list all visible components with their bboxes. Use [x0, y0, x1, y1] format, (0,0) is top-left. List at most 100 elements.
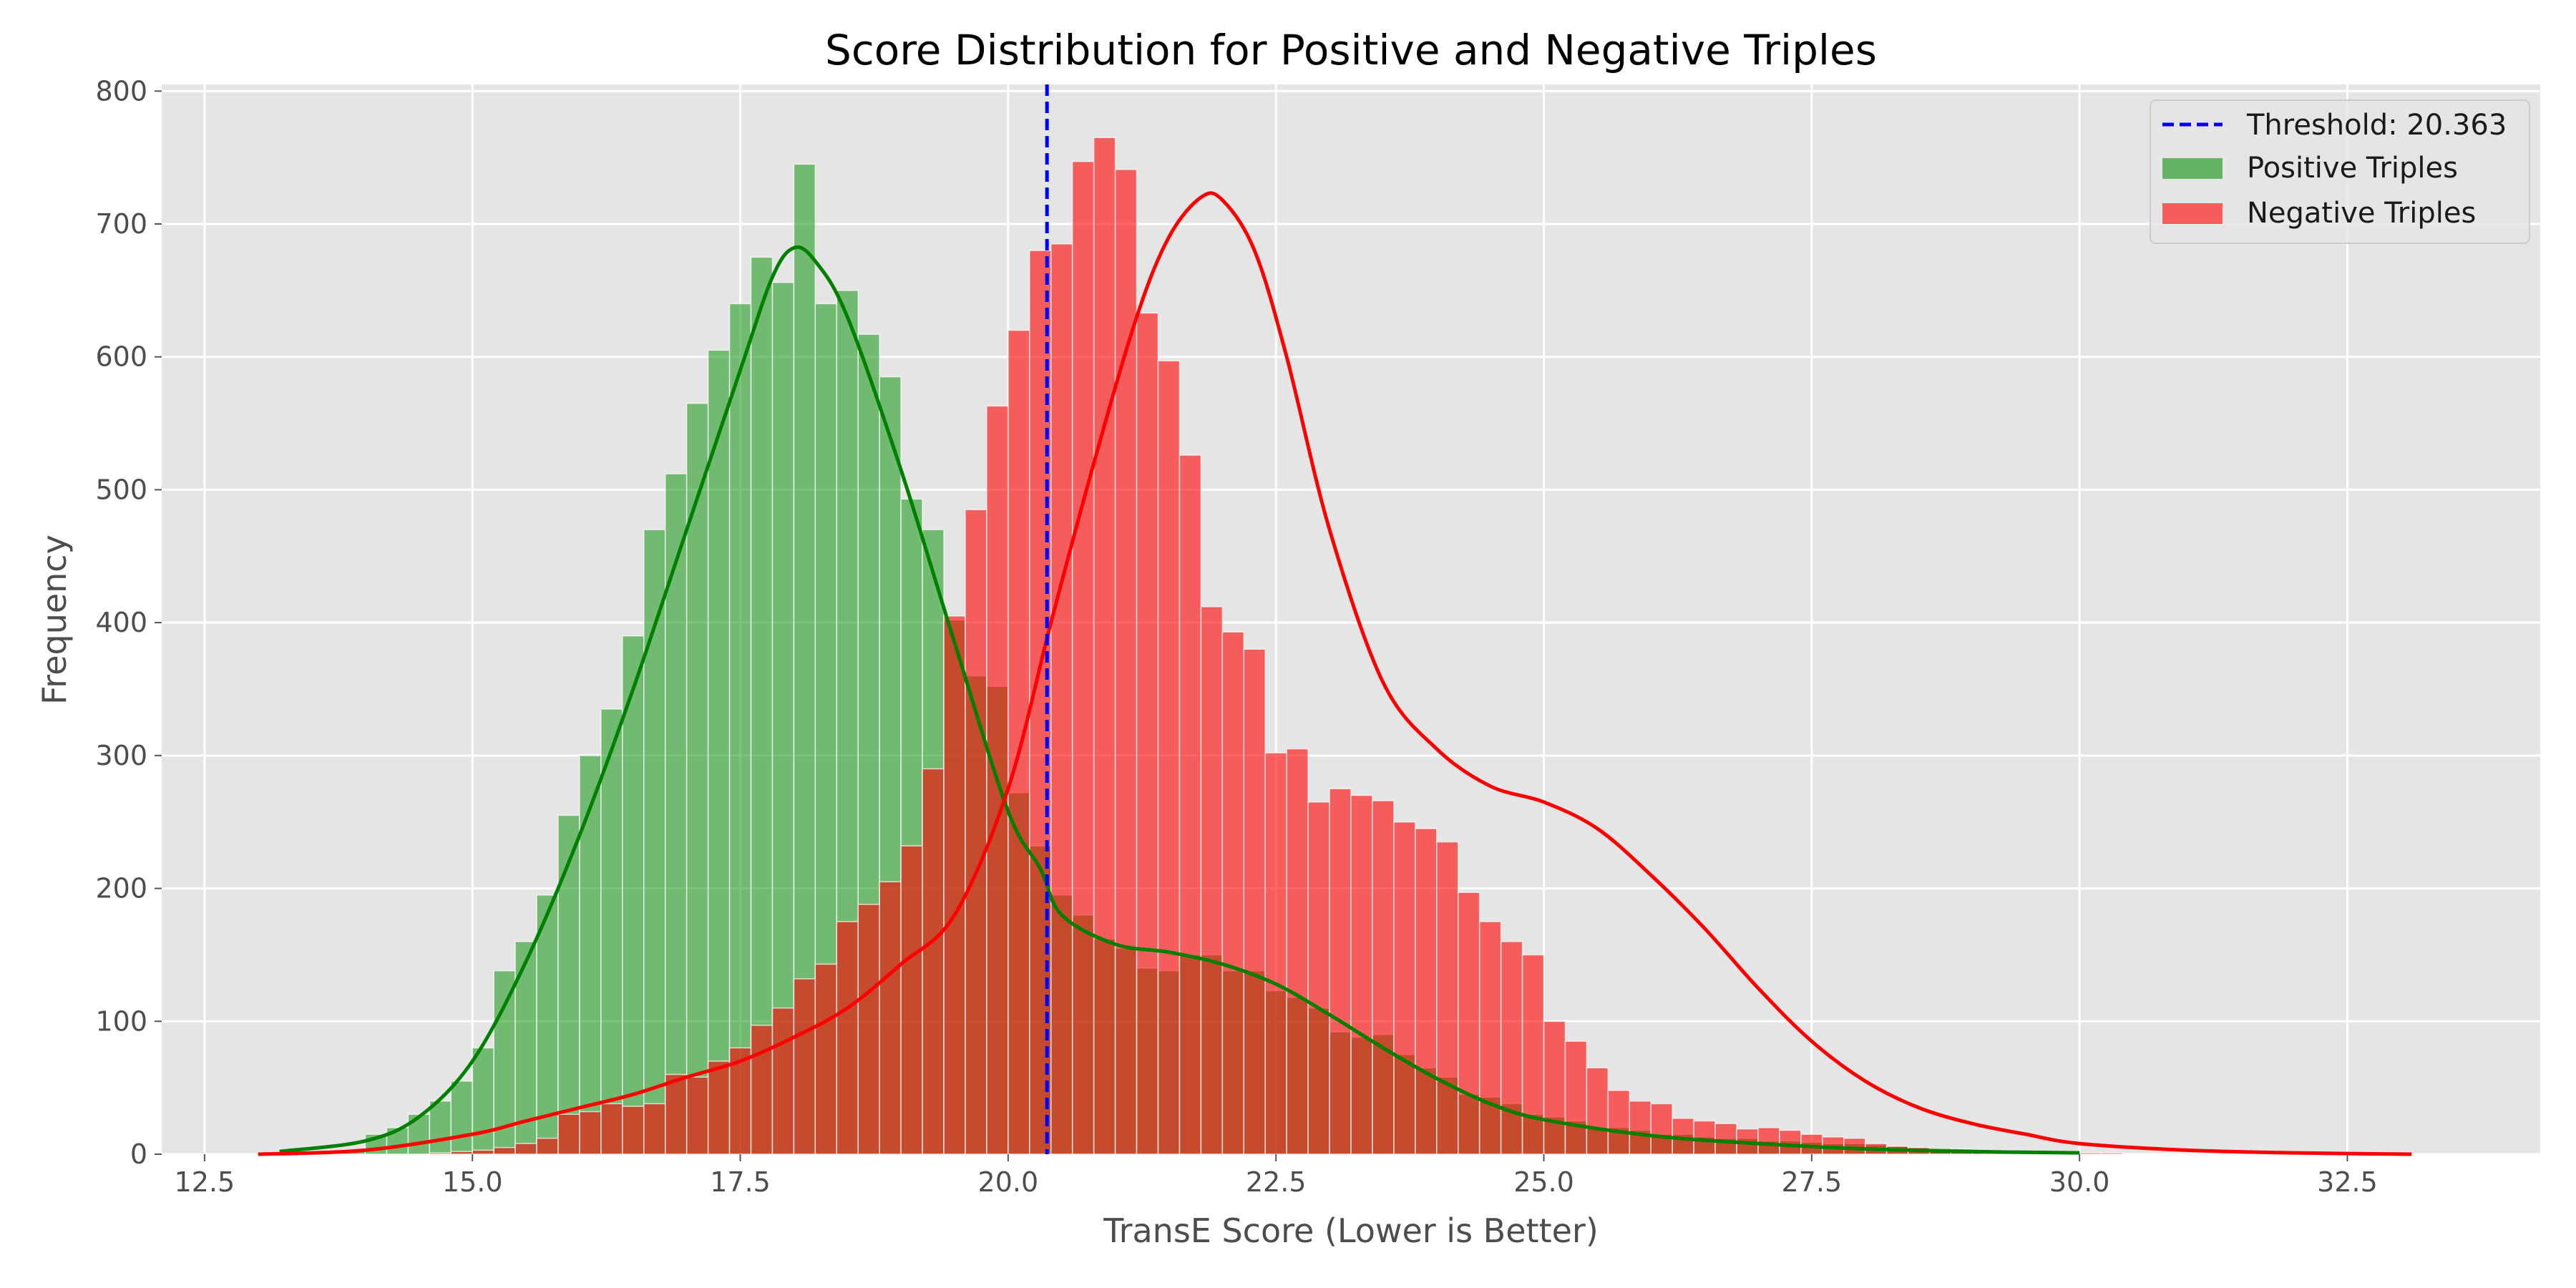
negative-bar — [2079, 1152, 2102, 1155]
positive-bar — [622, 635, 645, 1155]
positive-bar — [579, 755, 602, 1155]
negative-bar — [879, 881, 902, 1155]
negative-bar — [1478, 921, 1502, 1155]
negative-bar — [1521, 954, 1545, 1155]
negative-bar — [1179, 454, 1202, 1155]
positive-bar — [429, 1100, 452, 1155]
negative-bar — [579, 1111, 602, 1155]
y-tick-label: 800 — [95, 75, 147, 107]
negative-bar — [1372, 800, 1395, 1155]
negative-bar — [836, 921, 859, 1155]
y-axis-ticks: 0 100 200 300 400 500 600 700 800 — [95, 75, 162, 1170]
negative-bar — [1008, 329, 1030, 1155]
negative-bar — [900, 845, 923, 1155]
positive-bar — [643, 529, 666, 1155]
y-tick-label: 0 — [130, 1138, 147, 1170]
negative-bar — [493, 1146, 516, 1155]
y-tick-label: 100 — [95, 1005, 147, 1037]
negative-bar — [1093, 137, 1116, 1155]
negative-bar — [557, 1113, 580, 1155]
negative-bar — [814, 963, 838, 1155]
x-tick-label: 12.5 — [175, 1166, 235, 1198]
negative-bar — [1264, 752, 1287, 1155]
negative-bar — [1286, 748, 1309, 1155]
negative-bar — [922, 768, 945, 1155]
x-tick-label: 20.0 — [978, 1166, 1039, 1198]
negative-bar — [1629, 1100, 1652, 1155]
negative-bar — [1350, 794, 1373, 1155]
negative-bar — [1543, 1020, 1566, 1155]
negative-bar — [1607, 1090, 1631, 1155]
negative-bar — [1650, 1103, 1673, 1155]
y-tick-label: 500 — [95, 474, 147, 505]
negative-bar — [1415, 828, 1438, 1155]
negative-bar — [1329, 788, 1352, 1155]
x-axis-ticks: 12.5 15.0 17.5 20.0 22.5 25.0 27.5 30.0 32.5 — [175, 1154, 2378, 1198]
x-tick-label: 15.0 — [442, 1166, 503, 1198]
legend-negative-swatch — [2162, 203, 2223, 224]
negative-bar — [1457, 892, 1480, 1155]
y-tick-label: 700 — [95, 208, 147, 240]
chart-title: Score Distribution for Positive and Nega… — [825, 26, 1877, 74]
negative-bar — [622, 1106, 645, 1155]
negative-bar — [750, 1025, 774, 1155]
x-tick-label: 25.0 — [1513, 1166, 1574, 1198]
negative-bar — [1050, 243, 1073, 1155]
x-tick-label: 22.5 — [1246, 1166, 1307, 1198]
positive-bar — [664, 473, 688, 1155]
legend-negative-label: Negative Triples — [2247, 197, 2476, 230]
negative-bar — [707, 1060, 731, 1155]
negative-bar — [1564, 1040, 1588, 1155]
negative-bar — [1714, 1123, 1737, 1155]
positive-bar — [600, 708, 623, 1155]
negative-bar — [1500, 941, 1523, 1155]
negative-bar — [429, 1152, 452, 1155]
y-tick-label: 600 — [95, 341, 147, 373]
negative-bar — [1136, 312, 1159, 1155]
y-tick-label: 300 — [95, 740, 147, 771]
negative-bar — [600, 1103, 623, 1155]
positive-bar — [536, 894, 559, 1155]
kde-curves — [258, 191, 2412, 1156]
x-tick-label: 27.5 — [1782, 1166, 1843, 1198]
negative-bar — [643, 1103, 666, 1155]
positive-bar — [728, 303, 752, 1155]
negative-bar — [1843, 1137, 1866, 1155]
positive-bar — [707, 349, 731, 1155]
negative-bar — [1243, 648, 1266, 1155]
legend: Threshold: 20.363 Positive Triples Negat… — [2150, 99, 2530, 244]
legend-box — [2150, 99, 2530, 244]
negative-bar — [686, 1076, 709, 1155]
negative-bar — [1436, 841, 1459, 1155]
negative-bars — [429, 137, 2123, 1155]
positive-bar — [557, 814, 580, 1155]
negative-bar — [1693, 1120, 1716, 1155]
negative-bar — [536, 1137, 559, 1155]
negative-bar — [664, 1073, 688, 1155]
negative-bar — [793, 978, 816, 1155]
negative-bar — [2100, 1152, 2123, 1155]
negative-bar — [771, 1007, 795, 1155]
positive-kde-curve — [279, 245, 2080, 1155]
positive-bar — [750, 256, 774, 1155]
negative-bar — [1221, 631, 1245, 1155]
positive-bar — [450, 1080, 473, 1155]
positive-bar — [472, 1047, 494, 1155]
legend-positive-swatch — [2162, 158, 2223, 179]
x-tick-label: 30.0 — [2049, 1166, 2110, 1198]
negative-bar — [1307, 801, 1330, 1155]
negative-bar — [728, 1047, 752, 1155]
negative-bar — [1757, 1127, 1780, 1155]
x-tick-label: 32.5 — [2317, 1166, 2378, 1198]
negative-kde-curve — [258, 191, 2412, 1156]
x-tick-label: 17.5 — [710, 1166, 771, 1198]
y-tick-label: 400 — [95, 607, 147, 638]
negative-bar — [943, 615, 966, 1155]
negative-bar — [857, 904, 880, 1155]
negative-bar — [1071, 160, 1095, 1155]
negative-bar — [965, 509, 987, 1155]
negative-bar — [1800, 1133, 1823, 1155]
negative-bar — [450, 1151, 473, 1155]
negative-bar — [514, 1143, 537, 1155]
legend-threshold-label: Threshold: 20.363 — [2246, 109, 2507, 142]
